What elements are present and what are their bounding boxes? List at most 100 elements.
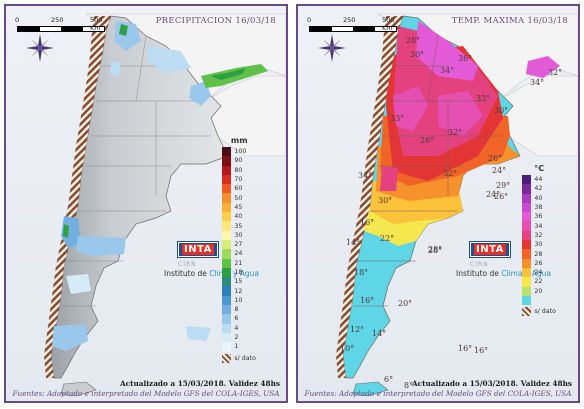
legend-label: 30 bbox=[234, 231, 243, 239]
legend-entry: 80 bbox=[222, 165, 256, 175]
legend-entry: 12 bbox=[222, 286, 256, 296]
legend-label: 28 bbox=[534, 250, 543, 258]
legend-entry: 40 bbox=[522, 193, 556, 203]
legend-label: 4 bbox=[234, 324, 239, 332]
temperature-map bbox=[336, 13, 578, 397]
legend-entry: 30 bbox=[222, 230, 256, 240]
temperature-value: 34° bbox=[358, 171, 373, 180]
temperature-value: 12° bbox=[350, 325, 365, 334]
compass-rose-icon bbox=[318, 34, 346, 62]
legend-swatch bbox=[222, 305, 232, 315]
temperature-value: 26° bbox=[494, 192, 509, 201]
legend-unit: °C bbox=[534, 164, 545, 173]
legend-label: 60 bbox=[234, 185, 243, 193]
legend-swatch bbox=[522, 267, 532, 278]
temperature-value: 30° bbox=[410, 50, 425, 59]
legend-label: 18 bbox=[234, 269, 243, 276]
temperature-value: 32° bbox=[448, 128, 463, 137]
legend-label: 100 bbox=[234, 148, 247, 156]
scale-bar: 0 250 500 Km bbox=[306, 16, 406, 32]
tierra-del-fuego bbox=[60, 381, 97, 397]
scale-label: 500 Km bbox=[90, 16, 103, 32]
province-borders bbox=[353, 35, 503, 307]
legend-label: 36 bbox=[534, 213, 543, 221]
temperature-value: 29° bbox=[496, 181, 511, 190]
temperature-value: 26° bbox=[420, 136, 435, 145]
legend-swatch bbox=[222, 193, 232, 203]
legend-label: 26 bbox=[534, 259, 543, 267]
legend-entry: 35 bbox=[222, 221, 256, 231]
scale-bar: 0 250 500 Km bbox=[14, 16, 114, 32]
data-source: Fuentes: Adaptado e interpretado del Mod… bbox=[12, 389, 280, 398]
legend-swatch bbox=[222, 249, 232, 259]
legend-entry: 42 bbox=[522, 184, 556, 194]
legend-swatch bbox=[222, 332, 232, 343]
temperature-value: 6° bbox=[384, 375, 394, 384]
legend-entry: 22 bbox=[522, 277, 556, 287]
legend-entry: 26 bbox=[522, 258, 556, 268]
cirn-logo-text: CIRN bbox=[178, 261, 197, 268]
legend-entry: 15 bbox=[222, 277, 256, 287]
legend-label: 42 bbox=[534, 185, 543, 193]
legend-swatch bbox=[522, 295, 532, 306]
temperature-value: 8° bbox=[404, 381, 414, 390]
legend-swatch bbox=[222, 212, 232, 222]
legend-swatch bbox=[222, 314, 232, 324]
legend-swatch bbox=[222, 267, 232, 278]
legend-swatch bbox=[222, 295, 232, 306]
legend-label: 30 bbox=[534, 241, 543, 249]
legend-entry: 20 bbox=[522, 286, 556, 296]
temperature-legend: °C 44 42 40 38 36 34 32 30 28 26 24 22 20 s/ dato bbox=[522, 164, 556, 317]
legend-swatch bbox=[222, 258, 232, 268]
temperature-value: 24° bbox=[486, 190, 501, 199]
legend-entry: 38 bbox=[522, 202, 556, 213]
legend-entry: 4 bbox=[222, 323, 256, 333]
legend-swatch bbox=[522, 202, 532, 213]
temperature-value: 33° bbox=[476, 94, 491, 103]
tierra-del-fuego bbox=[352, 381, 389, 397]
chile-no-data bbox=[336, 16, 403, 378]
legend-label: 10 bbox=[234, 296, 243, 304]
legend-swatch bbox=[222, 202, 232, 213]
uruguay-brazil bbox=[205, 75, 286, 157]
legend-entry: 27 bbox=[222, 239, 256, 250]
legend-nodata: s/ dato bbox=[222, 353, 256, 363]
legend-swatch bbox=[222, 230, 232, 240]
legend-label: 40 bbox=[234, 213, 243, 221]
inta-logo: INTA CIRN Instituto de Clima y Agua bbox=[164, 237, 281, 278]
precipitation-map bbox=[44, 13, 286, 397]
legend-entry: 10 bbox=[222, 295, 256, 306]
legend-label: 27 bbox=[234, 241, 243, 249]
legend-swatch bbox=[522, 175, 532, 185]
legend-entry: 50 bbox=[222, 193, 256, 203]
precipitation-areas bbox=[52, 21, 268, 351]
legend-entry: 36 bbox=[522, 212, 556, 222]
legend-swatch bbox=[522, 277, 532, 287]
temperature-value: 10° bbox=[340, 344, 355, 353]
legend-label: 38 bbox=[534, 204, 543, 212]
precipitation-legend: mm 100 90 80 70 60 50 45 40 35 30 27 24 21 18 15 12 10 8 6… bbox=[222, 136, 256, 363]
legend-label: 70 bbox=[234, 176, 243, 184]
data-source: Fuentes: Adaptado e interpretado del Mod… bbox=[304, 389, 572, 398]
temperature-value: 33° bbox=[390, 114, 405, 123]
legend-swatch bbox=[222, 221, 232, 231]
panel-title: TEMP. MAXIMA 16/03/18 bbox=[451, 16, 568, 26]
legend-entry: 45 bbox=[222, 202, 256, 213]
legend-swatch bbox=[522, 286, 532, 296]
temperature-value: 36° bbox=[458, 54, 473, 63]
institute-name: Instituto de Clima y Agua bbox=[164, 269, 260, 278]
legend-entry: 40 bbox=[222, 212, 256, 222]
legend-label: 50 bbox=[234, 194, 243, 202]
temperature-value: 16° bbox=[458, 344, 473, 353]
legend-entry: 90 bbox=[222, 156, 256, 166]
legend-entry: 21 bbox=[222, 258, 256, 268]
temperature-value: 34° bbox=[530, 78, 545, 87]
legend-label: 80 bbox=[234, 166, 243, 174]
legend-swatch bbox=[522, 193, 532, 203]
legend-label: 21 bbox=[234, 259, 243, 267]
legend-label: 35 bbox=[234, 222, 243, 230]
legend-entry: 44 bbox=[522, 175, 556, 185]
temperature-value: 28° bbox=[428, 245, 443, 254]
temperature-value: 30° bbox=[494, 106, 509, 115]
temperature-value: 14° bbox=[372, 329, 387, 338]
